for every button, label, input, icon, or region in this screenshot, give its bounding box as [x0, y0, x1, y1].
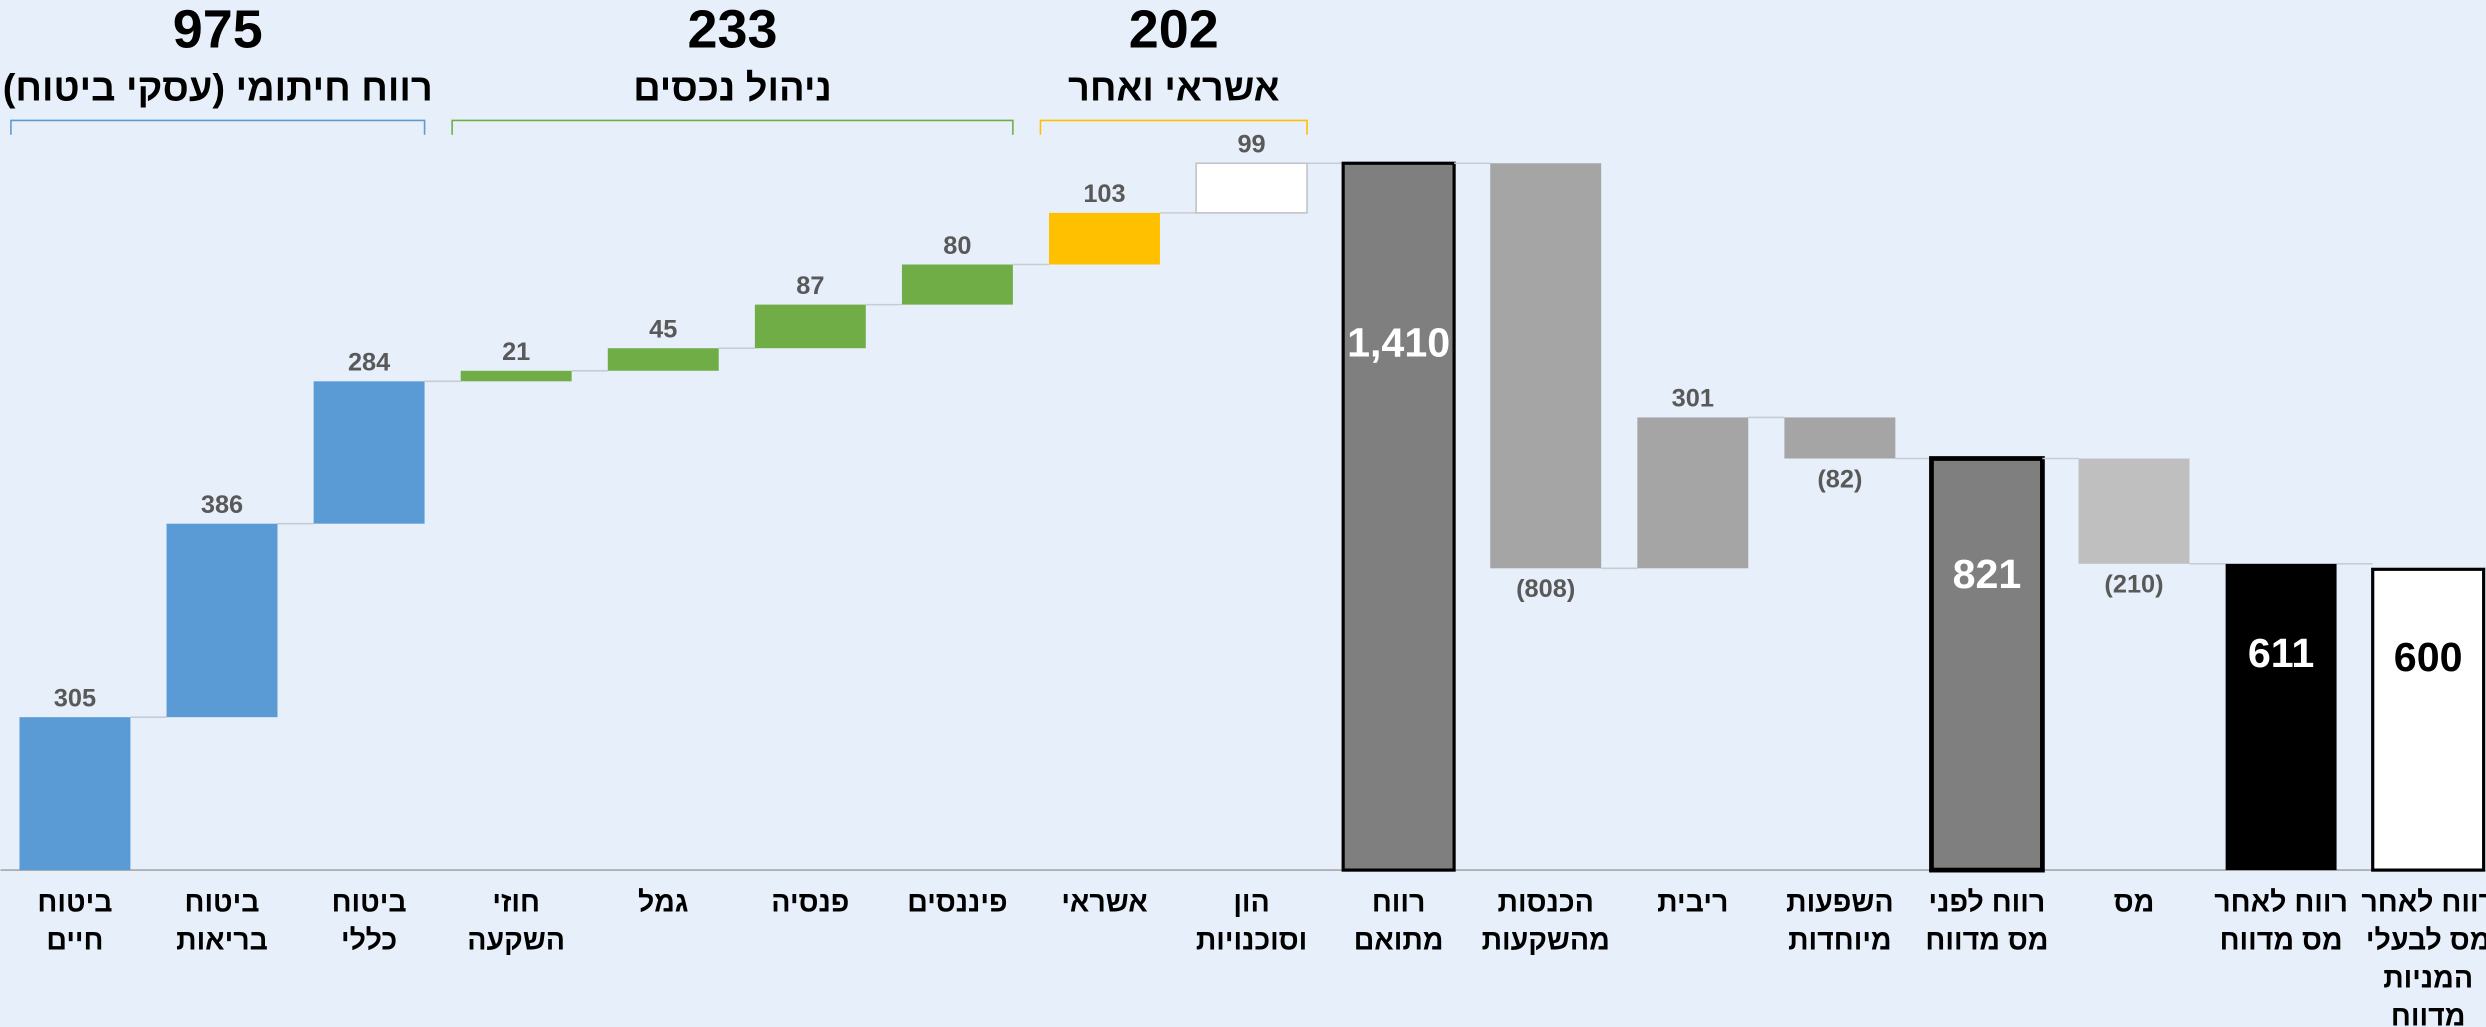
- value-label: 600: [2394, 634, 2463, 680]
- x-tick-label: אשראי: [1061, 886, 1147, 918]
- x-tick-label-line: מהשקעות: [1482, 924, 1610, 956]
- value-label: (82): [1817, 465, 1862, 493]
- bar: [2078, 458, 2190, 564]
- bar: [19, 717, 131, 871]
- value-label: 301: [1672, 385, 1714, 413]
- bar: [1490, 163, 1602, 569]
- x-tick-label: השפעות מיוחדות: [1786, 886, 1894, 956]
- x-tick-label-line: בריאות: [176, 924, 268, 956]
- x-tick-label-line: אשראי: [1061, 886, 1147, 918]
- x-tick-label-line: מיוחדות: [1788, 924, 1892, 956]
- x-tick-label-line: השקעה: [467, 924, 565, 956]
- group-label: ניהול נכסים: [633, 67, 832, 109]
- x-tick-label-line: מתואם: [1354, 924, 1444, 956]
- value-label: (210): [2104, 571, 2163, 599]
- x-tick-label: מס: [2114, 886, 2155, 918]
- x-tick-label-line: וסוכנויות: [1196, 924, 1307, 956]
- bar: [754, 304, 866, 349]
- group-bracket: [10, 119, 426, 135]
- x-tick-label-line: חוזי: [492, 886, 540, 918]
- x-tick-label-line: חיים: [46, 924, 103, 956]
- bar: [1784, 417, 1896, 459]
- bar: [313, 381, 425, 524]
- x-tick-label: רווח לפני מס מדווח: [1925, 886, 2048, 956]
- value-label: 1,410: [1347, 319, 1450, 365]
- bar: [2225, 563, 2337, 871]
- value-label: 80: [943, 232, 971, 260]
- value-label: 284: [348, 349, 390, 377]
- bar: [1195, 162, 1308, 214]
- x-tick-label-line: הכנסות: [1498, 886, 1594, 918]
- value-label: (808): [1516, 575, 1575, 603]
- x-tick-label: הון וסוכנויות: [1196, 886, 1307, 956]
- value-label: 821: [1953, 551, 2022, 597]
- x-tick-label-line: מס: [2114, 886, 2155, 918]
- bar: [1929, 456, 2045, 873]
- group-bracket: [451, 119, 1014, 135]
- group-label: רווח חיתומי (עסקי ביטוח): [3, 67, 433, 109]
- x-tick-label: גמל: [638, 886, 688, 918]
- x-tick-label: ביטוח חיים: [37, 886, 112, 956]
- x-tick-label-line: גמל: [638, 886, 688, 918]
- value-label: 21: [502, 338, 530, 366]
- x-tick-label-line: רווח לפני: [1929, 886, 2046, 918]
- value-label: 305: [54, 684, 96, 712]
- x-tick-label-line: רווח: [1372, 886, 1426, 918]
- x-tick-label-line: רווח לאחר: [2361, 886, 2486, 918]
- group-label: אשראי ואחר: [1068, 67, 1280, 109]
- x-tick-label: פנסיה: [771, 886, 849, 918]
- x-tick-label-line: ריבית: [1657, 886, 1728, 918]
- x-tick-label-line: פיננסים: [907, 886, 1007, 918]
- group-value: 975: [173, 0, 263, 60]
- bar: [1049, 212, 1160, 265]
- value-label: 386: [201, 491, 243, 519]
- x-tick-label: רווח לאחר מס לבעלי המניות מדווח: [2361, 886, 2486, 1027]
- bar: [166, 523, 278, 718]
- x-tick-label-line: כללי: [341, 924, 397, 956]
- x-tick-label: הכנסות מהשקעות: [1482, 886, 1610, 956]
- bar: [1637, 417, 1749, 569]
- x-tick-label-line: המניות: [2383, 962, 2473, 994]
- x-tick-label: פיננסים: [907, 886, 1007, 918]
- value-label: 611: [2248, 630, 2314, 676]
- x-tick-label-line: ביטוח: [332, 886, 407, 918]
- group-value: 202: [1129, 0, 1219, 60]
- x-tick-label-line: מס מדווח: [1925, 924, 2048, 956]
- group-value: 233: [688, 0, 778, 60]
- bar: [1341, 161, 1456, 872]
- x-tick-label: ביטוח בריאות: [176, 886, 268, 956]
- x-tick-label-line: רווח לאחר: [2214, 886, 2348, 918]
- x-tick-label: חוזי השקעה: [467, 886, 565, 956]
- x-tick-label-line: מס לבעלי: [2366, 924, 2486, 956]
- bar: [460, 370, 572, 382]
- x-tick-label-line: מס מדווח: [2220, 924, 2343, 956]
- value-label: 99: [1237, 131, 1265, 159]
- group-bracket: [1039, 119, 1308, 135]
- x-tick-label: רווח לאחר מס מדווח: [2214, 886, 2348, 956]
- bar: [607, 348, 719, 371]
- bar: [2371, 567, 2486, 872]
- x-tick-label: רווח מתואם: [1354, 886, 1444, 956]
- value-label: 87: [796, 272, 824, 300]
- x-tick-label: ריבית: [1657, 886, 1728, 918]
- x-tick-label-line: ביטוח: [184, 886, 259, 918]
- bar: [901, 264, 1013, 305]
- value-label: 45: [649, 315, 677, 343]
- x-tick-label-line: ביטוח: [37, 886, 112, 918]
- x-tick-label-line: פנסיה: [771, 886, 849, 918]
- x-tick-label-line: מדווח: [2391, 1000, 2465, 1027]
- x-tick-label-line: הון: [1233, 886, 1269, 918]
- x-tick-label: ביטוח כללי: [332, 886, 407, 956]
- value-label: 103: [1083, 180, 1125, 208]
- x-tick-label-line: השפעות: [1786, 886, 1894, 918]
